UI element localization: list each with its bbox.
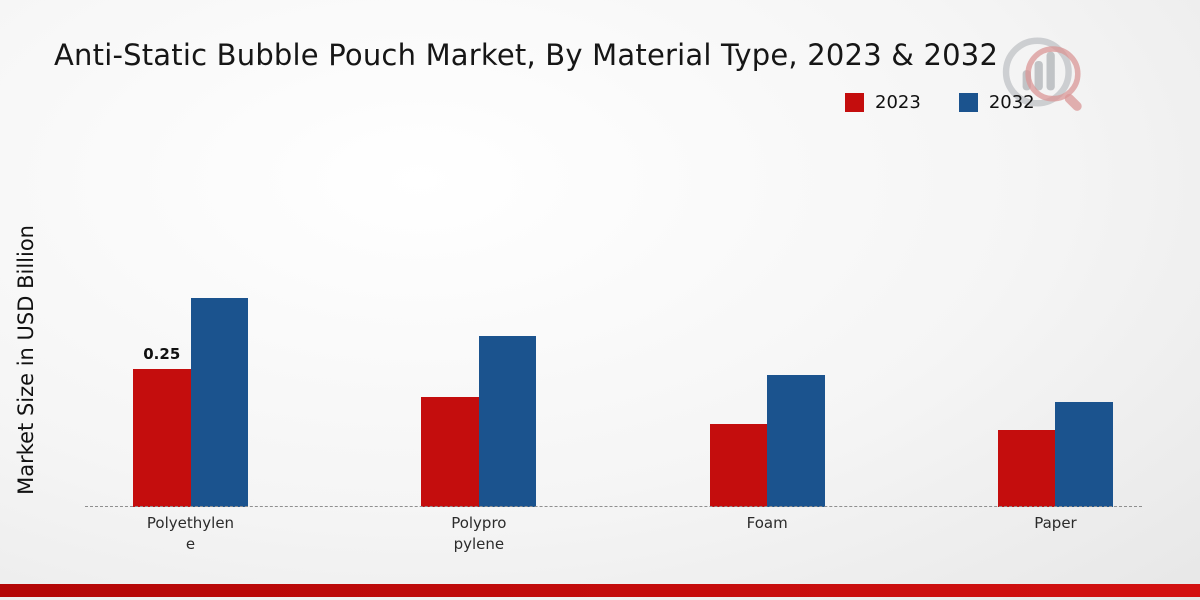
bar-group-polyethylene: 0.25 xyxy=(133,298,248,507)
x-tick-label-polyethylene: Polyethylen e xyxy=(133,513,248,555)
plot-area: 0.25 xyxy=(133,259,1113,507)
chart-title: Anti-Static Bubble Pouch Market, By Mate… xyxy=(54,38,999,72)
brand-logo-icon xyxy=(1002,37,1082,111)
x-tick-label-polypropylene: Polypro pylene xyxy=(421,513,536,555)
legend-item-2032: 2032 xyxy=(958,92,1035,113)
bar-value-label: 0.25 xyxy=(143,345,181,363)
x-tick-label-line: pylene xyxy=(453,535,505,553)
y-axis-label-wrap: Market Size in USD Billion xyxy=(0,150,52,570)
bar-2032-foam xyxy=(767,375,825,507)
bar-group-paper xyxy=(997,402,1113,507)
legend: 2023 2032 xyxy=(845,92,1035,113)
bar-2032-polyethylene xyxy=(190,298,248,507)
brand-logo xyxy=(995,26,1087,118)
legend-label: 2023 xyxy=(875,92,921,113)
bar-2023-polypropylene xyxy=(421,397,479,507)
x-tick-label-line: e xyxy=(185,535,196,553)
bar-2032-polypropylene xyxy=(478,336,537,507)
legend-swatch xyxy=(958,93,978,112)
bar-group-foam xyxy=(709,375,825,507)
x-axis-baseline xyxy=(85,506,1142,507)
x-tick-label-paper: Paper xyxy=(998,513,1113,555)
legend-swatch xyxy=(845,93,864,112)
x-tick-label-foam: Foam xyxy=(710,513,825,555)
y-axis-label: Market Size in USD Billion xyxy=(14,225,38,495)
x-axis-labels: Polyethylen e Polypro pylene Foam Paper xyxy=(133,513,1113,555)
x-tick-label-line: Polyethylen xyxy=(146,514,235,532)
bar-2023-foam xyxy=(709,424,768,507)
legend-label: 2032 xyxy=(988,92,1035,113)
legend-item-2023: 2023 xyxy=(845,92,921,113)
x-tick-label-line: Paper xyxy=(1034,514,1077,532)
bar-2023-polyethylene xyxy=(133,369,191,507)
bar-2032-paper xyxy=(1055,402,1113,507)
footer-accent-bar xyxy=(0,584,1200,597)
x-tick-label-line: Polypro xyxy=(451,514,507,532)
bar-2023-paper xyxy=(997,430,1056,507)
x-tick-label-line: Foam xyxy=(746,514,788,532)
bar-group-polypropylene xyxy=(421,336,537,507)
